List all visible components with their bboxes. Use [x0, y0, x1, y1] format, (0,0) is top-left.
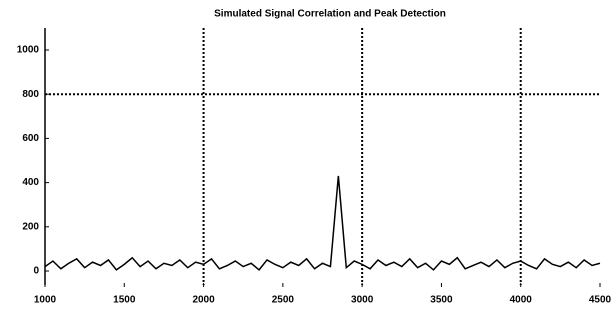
y-tick-label: 600 [22, 133, 39, 144]
x-tick-label: 4000 [510, 295, 533, 306]
x-tick-label: 3500 [430, 295, 453, 306]
chart-title: Simulated Signal Correlation and Peak De… [214, 9, 446, 20]
y-tick-label: 400 [22, 177, 39, 188]
x-tick-label: 2000 [192, 295, 215, 306]
x-tick-label: 1500 [113, 295, 136, 306]
y-tick-label: 800 [22, 89, 39, 100]
x-tick-label: 3000 [351, 295, 374, 306]
signal-line [44, 175, 601, 271]
x-tick-label: 1000 [34, 295, 57, 306]
x-tick-label: 4500 [589, 295, 612, 306]
y-tick-label: 1000 [17, 45, 40, 56]
y-tick-label: 0 [33, 266, 39, 277]
y-tick-label: 200 [22, 221, 39, 232]
x-tick-label: 2500 [272, 295, 295, 306]
